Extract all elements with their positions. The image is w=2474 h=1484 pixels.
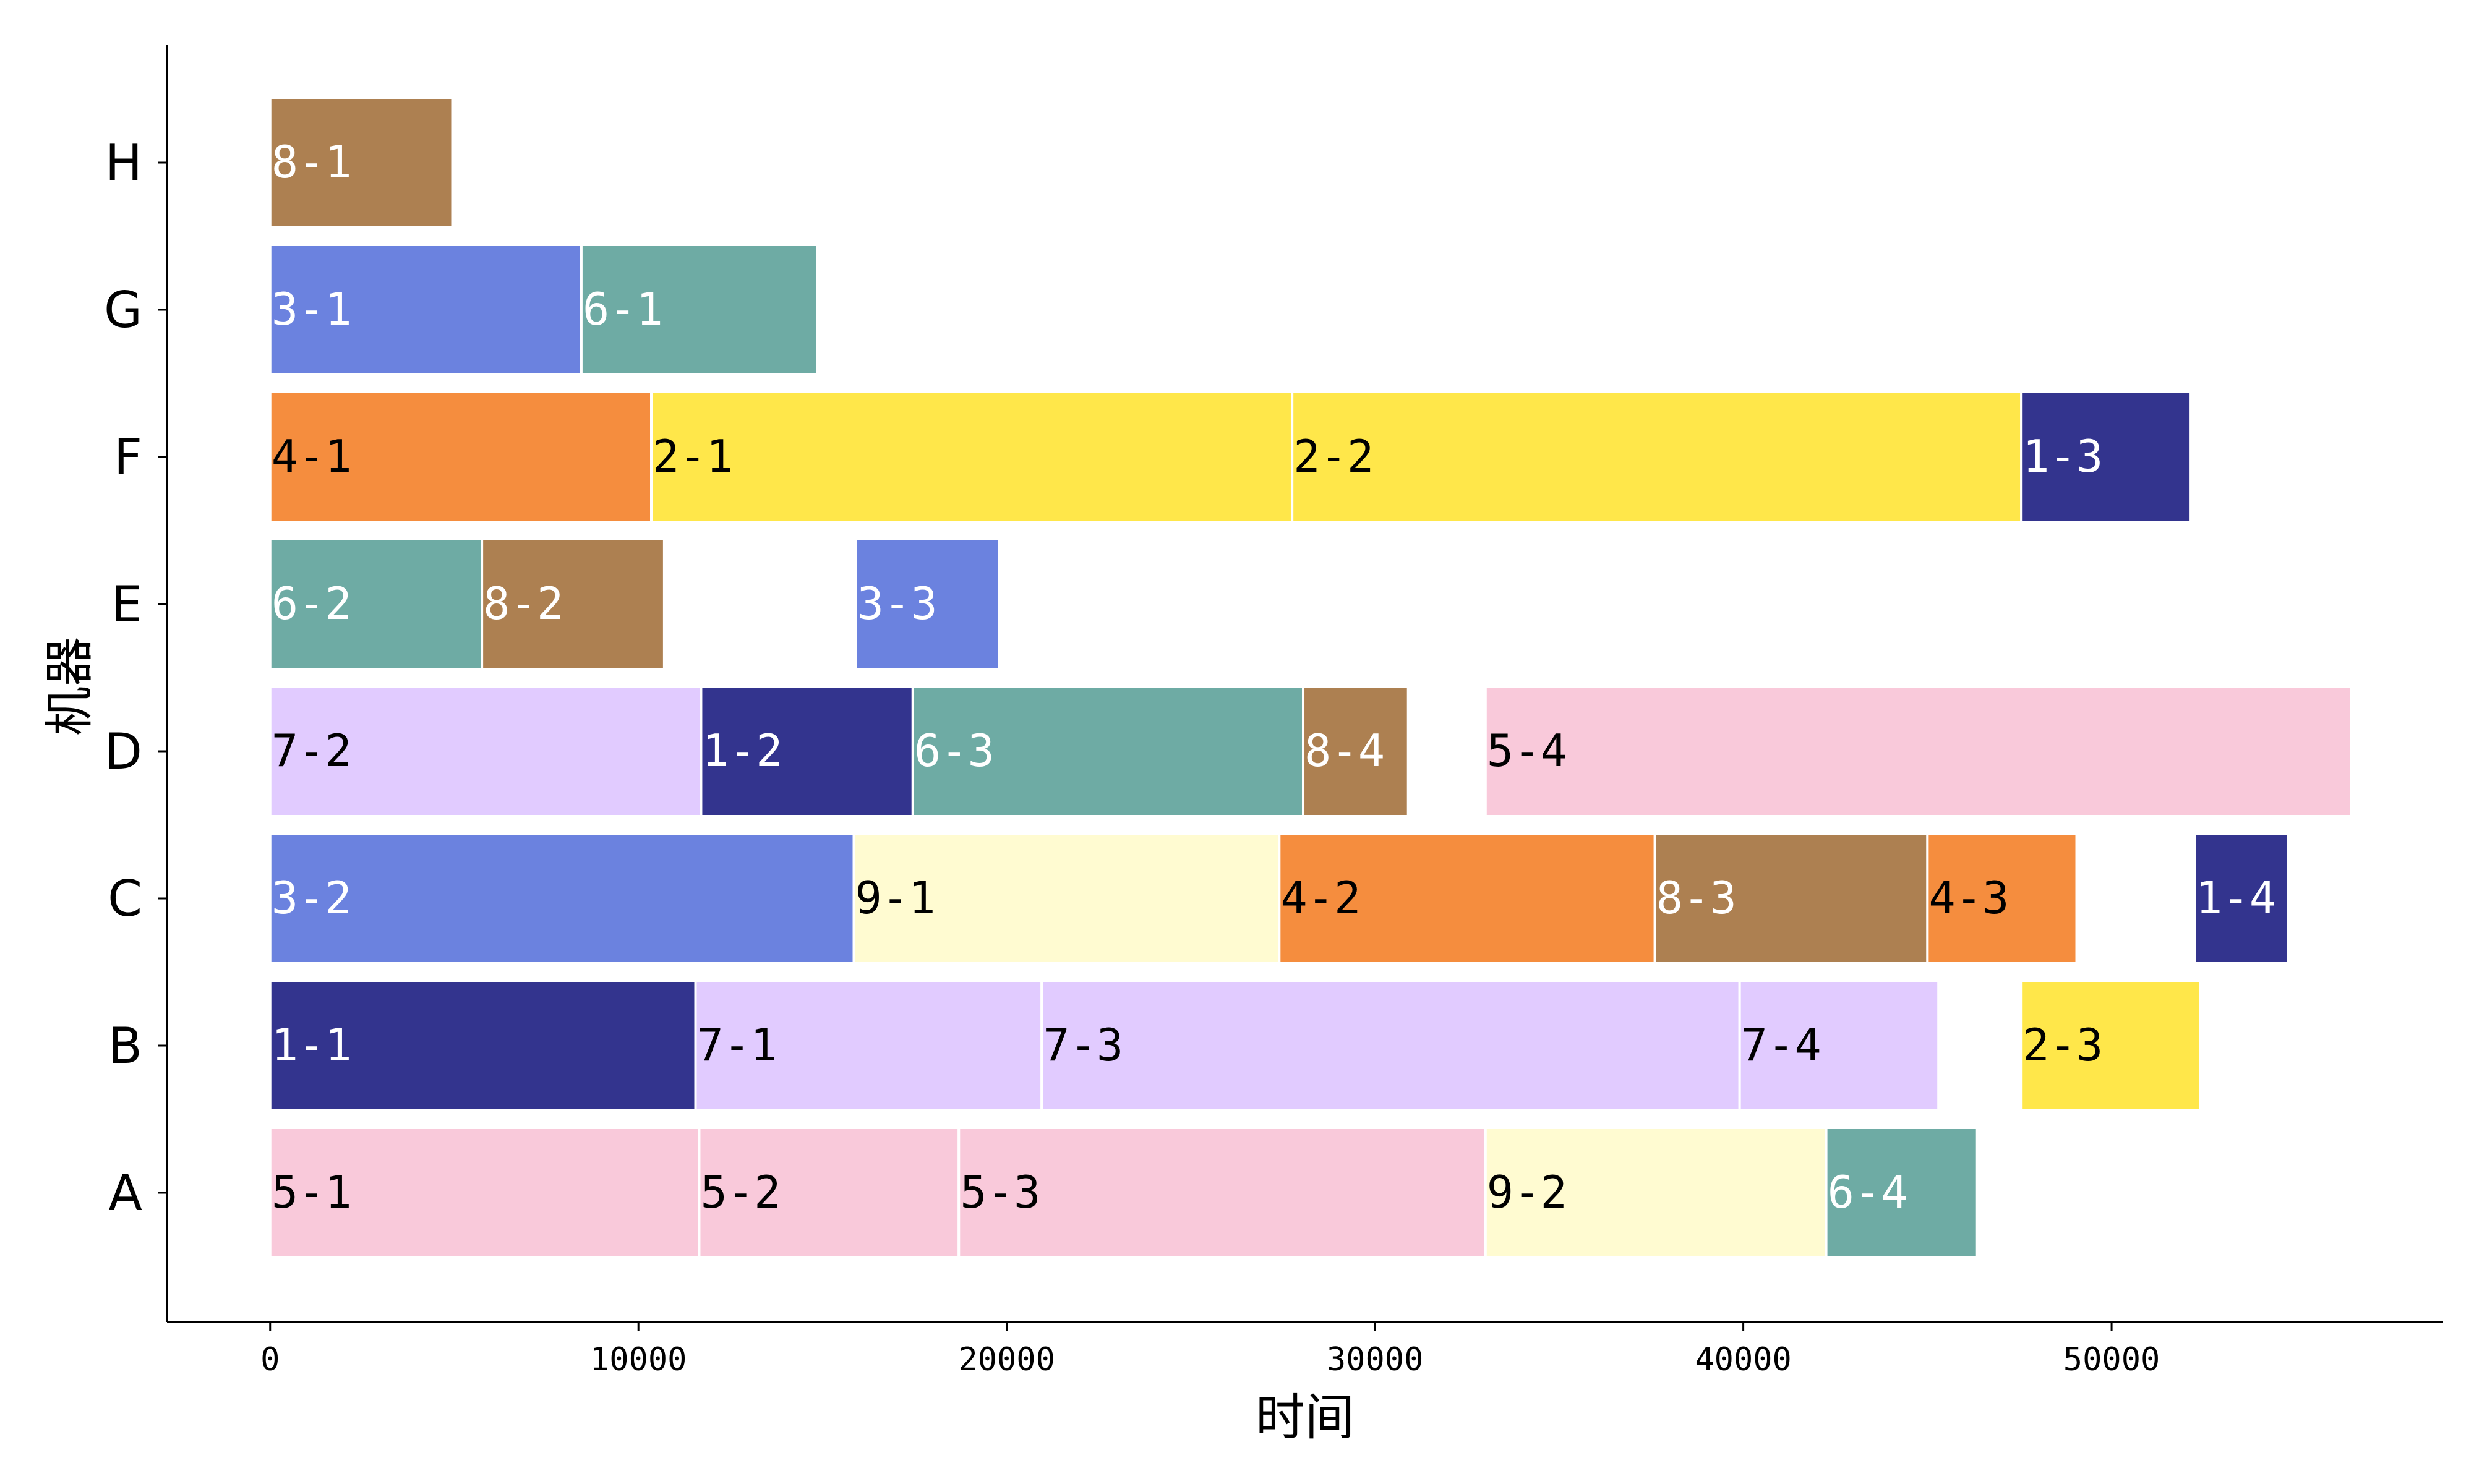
- task-label-6-2: 6-2: [272, 578, 352, 629]
- task-label-8-4: 8-4: [1304, 725, 1385, 777]
- task-label-2-3: 2-3: [2022, 1019, 2103, 1071]
- x-tick-label: 10000: [590, 1341, 687, 1378]
- task-bar-4-1: [268, 391, 653, 523]
- task-label-7-4: 7-4: [1741, 1019, 1821, 1071]
- x-tick-label: 0: [260, 1341, 280, 1378]
- task-label-5-2: 5-2: [700, 1166, 781, 1218]
- task-bar-8-1: [268, 96, 454, 229]
- task-label-4-1: 4-1: [272, 430, 352, 482]
- y-axis-ticks: A B C D E F G H: [104, 134, 167, 1222]
- task-label-1-4: 1-4: [2196, 872, 2276, 924]
- task-bar-8-2: [481, 538, 666, 670]
- task-label-5-4: 5-4: [1487, 725, 1567, 777]
- task-bar-5-4: [1484, 685, 2353, 817]
- task-bar-3-3: [854, 538, 1001, 670]
- task-label-6-4: 6-4: [1828, 1166, 1908, 1218]
- task-bar-1-1: [268, 979, 697, 1112]
- y-tick-label-h: H: [105, 134, 142, 192]
- task-bar-1-4: [2193, 832, 2290, 965]
- task-bar-8-4: [1302, 685, 1410, 817]
- task-bar-6-4: [1825, 1127, 1979, 1259]
- task-label-8-3: 8-3: [1656, 872, 1737, 924]
- task-bar-9-2: [1484, 1127, 1828, 1259]
- task-label-2-1: 2-1: [653, 430, 733, 482]
- task-label-4-2: 4-2: [1280, 872, 1361, 924]
- task-bar-1-2: [700, 685, 914, 817]
- task-label-3-1: 3-1: [272, 283, 352, 335]
- x-axis-title: 时间: [1256, 1389, 1355, 1446]
- x-tick-label: 50000: [2063, 1341, 2160, 1378]
- task-bar-2-3: [2020, 979, 2201, 1112]
- task-bar-4-2: [1278, 832, 1656, 965]
- task-label-2-2: 2-2: [1293, 430, 1374, 482]
- task-label-3-2: 3-2: [272, 872, 352, 924]
- task-label-5-1: 5-1: [272, 1166, 352, 1218]
- task-label-1-3: 1-3: [2022, 430, 2103, 482]
- task-label-9-1: 9-1: [855, 872, 936, 924]
- y-tick-label-g: G: [104, 281, 142, 339]
- y-tick-label-a: A: [108, 1164, 142, 1222]
- task-bar-6-1: [580, 244, 819, 376]
- task-bar-7-2: [268, 685, 703, 817]
- task-bar-3-2: [268, 832, 855, 965]
- task-label-9-2: 9-2: [1487, 1166, 1567, 1218]
- x-tick-label: 40000: [1695, 1341, 1792, 1378]
- x-tick-label: 20000: [958, 1341, 1055, 1378]
- y-tick-label-c: C: [108, 870, 142, 927]
- task-bar-7-3: [1040, 979, 1741, 1112]
- task-label-1-2: 1-2: [702, 725, 782, 777]
- task-label-1-1: 1-1: [272, 1019, 352, 1071]
- y-axis-title: 机器: [41, 637, 98, 736]
- task-bar-7-4: [1738, 979, 1940, 1112]
- task-label-6-1: 6-1: [583, 283, 663, 335]
- task-bars: 8-1 3-1 6-1 4-1 2-1 2-2 1-3 6-2 8-2 3-3 7-2 1-2 6-3 8…: [268, 96, 2353, 1259]
- task-bar-4-3: [1926, 832, 2078, 965]
- y-tick-label-d: D: [104, 723, 142, 780]
- task-label-8-2: 8-2: [483, 578, 563, 629]
- task-label-4-3: 4-3: [1928, 872, 2009, 924]
- task-bar-3-1: [268, 244, 583, 376]
- task-label-3-3: 3-3: [857, 578, 938, 629]
- task-label-7-1: 7-1: [696, 1019, 777, 1071]
- x-axis-ticks: 0 10000 20000 30000 40000 50000: [260, 1322, 2160, 1378]
- y-tick-label-f: F: [114, 429, 142, 486]
- task-bar-6-2: [268, 538, 484, 670]
- task-label-7-3: 7-3: [1043, 1019, 1123, 1071]
- task-bar-9-1: [852, 832, 1281, 965]
- x-tick-label: 30000: [1327, 1341, 1424, 1378]
- task-bar-2-1: [650, 391, 1294, 523]
- y-tick-label-e: E: [111, 576, 142, 633]
- task-bar-5-1: [268, 1127, 701, 1259]
- task-label-5-3: 5-3: [960, 1166, 1040, 1218]
- task-label-7-2: 7-2: [272, 725, 352, 777]
- y-tick-label-b: B: [108, 1017, 142, 1075]
- task-bar-5-2: [698, 1127, 961, 1259]
- task-label-8-1: 8-1: [272, 136, 352, 188]
- task-bar-7-1: [694, 979, 1043, 1112]
- task-label-6-3: 6-3: [914, 725, 995, 777]
- task-bar-2-2: [1291, 391, 2023, 523]
- task-bar-1-3: [2020, 391, 2193, 523]
